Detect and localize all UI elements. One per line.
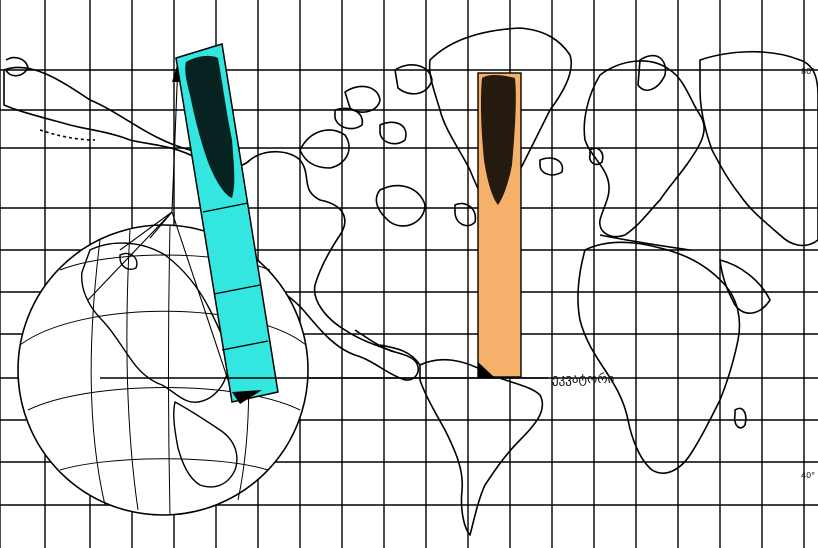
- mediterranean-coast: [599, 234, 691, 251]
- arctic-island-5: [379, 121, 407, 145]
- hudson-bay: [375, 184, 426, 227]
- aleutian-islands: [39, 129, 96, 141]
- strip-base-marker: [478, 362, 494, 377]
- globe: [17, 61, 309, 516]
- africa-coast: [577, 241, 741, 474]
- greenland-in-projection: [185, 55, 235, 199]
- latitude-label-40: 40°: [801, 471, 815, 480]
- europe-coast: [583, 60, 705, 238]
- madagascar: [733, 407, 747, 429]
- projection-rays: [87, 61, 233, 393]
- arctic-island-4: [334, 107, 364, 130]
- projection-base-marker: [232, 390, 262, 404]
- central-america-coast: [354, 329, 421, 366]
- arctic-island-1: [299, 129, 350, 169]
- globe-coastlines: [81, 242, 238, 488]
- scandinavia: [637, 54, 667, 91]
- south-america-coast: [419, 358, 544, 536]
- asia-coast: [699, 50, 818, 247]
- arabian-coast: [719, 259, 771, 314]
- british-isles: [588, 147, 604, 166]
- projection-strip-divisions: [202, 202, 269, 351]
- projection-strip: [175, 43, 279, 404]
- greenland-in-strip: [480, 75, 516, 205]
- latitude-label-80: 80°: [801, 67, 815, 76]
- alaska-coast: [5, 56, 29, 77]
- mercator-strip: [477, 72, 522, 378]
- newfoundland: [454, 202, 477, 227]
- iceland: [539, 157, 564, 176]
- equator-label: ეკვატორი: [552, 372, 615, 387]
